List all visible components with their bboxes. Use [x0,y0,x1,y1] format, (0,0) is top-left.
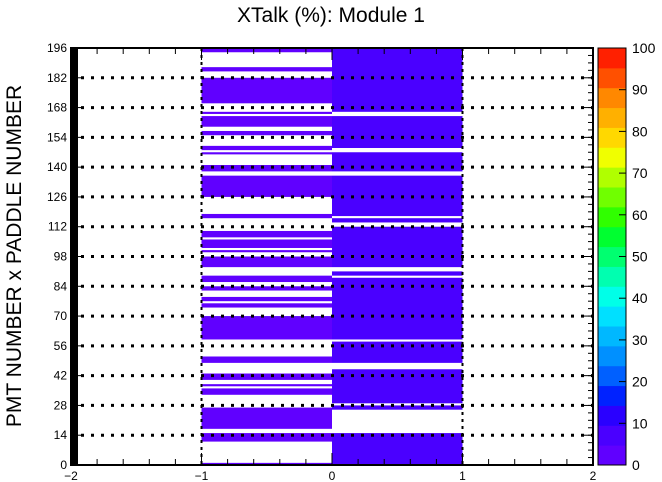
heatmap-cell-col0 [201,239,332,248]
colorbar-tick-label: 0 [632,457,640,473]
y-tick-label: 154 [47,130,67,144]
y-tick-label: 126 [47,190,67,204]
heatmap-cell-col0 [201,152,332,155]
colorbar-tick-label: 10 [632,415,648,431]
heatmap-cell-col0 [201,384,332,387]
heatmap-cell-col0 [201,250,332,253]
colorbar-tick-label: 50 [632,249,648,265]
heatmap-cell-col1 [332,341,463,363]
chart-title: XTalk (%): Module 1 [237,4,425,27]
colorbar-segment [598,385,626,406]
y-tick-label: 42 [54,369,68,383]
colorbar-tick-label: 20 [632,374,648,390]
heatmap-cell-col1 [332,152,463,172]
colorbar-tick-label: 90 [632,82,648,98]
heatmap-cell-col0 [201,303,332,308]
x-tick-label: −2 [64,469,78,482]
heatmap-cell-col0 [201,116,332,127]
x-tick-label: 0 [329,469,336,482]
heatmap-cell-col1 [332,226,463,268]
y-tick-label: 0 [60,458,67,472]
colorbar-segment [598,425,626,446]
heatmap-cell-col1 [332,277,463,340]
heatmap-cell-col1 [332,433,463,465]
heatmap-cell-col1 [332,116,463,148]
heatmap-cell-col1 [332,405,463,410]
colorbar-segment [598,226,626,248]
y-tick-label: 14 [54,428,68,442]
colorbar-tick-label: 30 [632,332,648,348]
y-tick-label: 168 [47,101,67,115]
colorbar-segment [598,405,626,426]
colorbar-tick-label: 60 [632,207,648,223]
colorbar-segment [598,286,626,307]
colorbar-tick-label: 100 [632,40,656,56]
x-tick-label: 1 [459,469,466,482]
colorbar-segment [598,67,626,89]
heatmap-cell-col0 [201,145,332,151]
heatmap-cell-col0 [201,356,332,363]
colorbar-segment [598,246,626,267]
colorbar-segment [598,87,626,109]
colorbar-segment [598,107,626,128]
heatmap-cell-col0 [201,77,332,104]
heatmap-cell-col0 [201,67,332,72]
y-tick-label: 56 [54,339,68,353]
colorbar-tick-label: 70 [632,165,648,181]
colorbar-segment [598,345,626,367]
colorbar-segment [598,167,626,188]
heatmap-cell-col1 [332,271,463,276]
colorbar-segment [598,127,626,148]
heatmap-cell-col0 [201,111,332,114]
heatmap-cell-col0 [201,388,332,395]
colorbar-segment [598,445,626,466]
y-tick-label: 182 [47,71,67,85]
y-tick-label: 196 [47,41,67,55]
y-tick-label: 28 [54,398,68,412]
y-tick-label: 84 [54,279,68,293]
heatmap-cell-col1 [332,48,463,112]
colorbar-tick-label: 80 [632,123,648,139]
heatmap-cell-col1 [332,218,463,223]
colorbar-segment [598,206,626,228]
heatmap-cell-col0 [201,213,332,219]
x-tick-label: −1 [195,469,209,482]
colorbar-segment [598,147,626,168]
colorbar-segment [598,326,626,347]
y-tick-label: 112 [48,220,67,234]
heatmap-cell-col0 [201,462,332,465]
y-tick-label: 70 [54,309,68,323]
heatmap-cell-col0 [201,165,332,172]
y-tick-label: 98 [54,250,68,264]
colorbar-segment [598,266,626,287]
heatmap-cell-col0 [201,175,332,197]
heatmap-cell-col0 [201,48,332,53]
heatmap-cell-col0 [201,286,332,291]
colorbar-segment [598,48,626,69]
y-tick-label: 140 [47,160,67,174]
heatmap-cell-col0 [201,316,332,340]
colorbar-segment [598,306,626,327]
heatmap-cell-col0 [201,275,332,283]
heatmap-cell-col0 [201,407,332,429]
heatmap-cell-col0 [201,256,332,268]
colorbar-segment [598,365,626,387]
heatmap-cell-col0 [201,296,332,302]
heatmap-cell-col0 [201,230,332,238]
heatmap-cell-col0 [201,373,332,380]
heatmap-cell-col0 [201,130,332,136]
colorbar-segment [598,187,626,208]
heatmap-cell-col0 [201,433,332,442]
x-tick-label: 2 [590,469,597,482]
colorbar-tick-label: 40 [632,290,648,306]
